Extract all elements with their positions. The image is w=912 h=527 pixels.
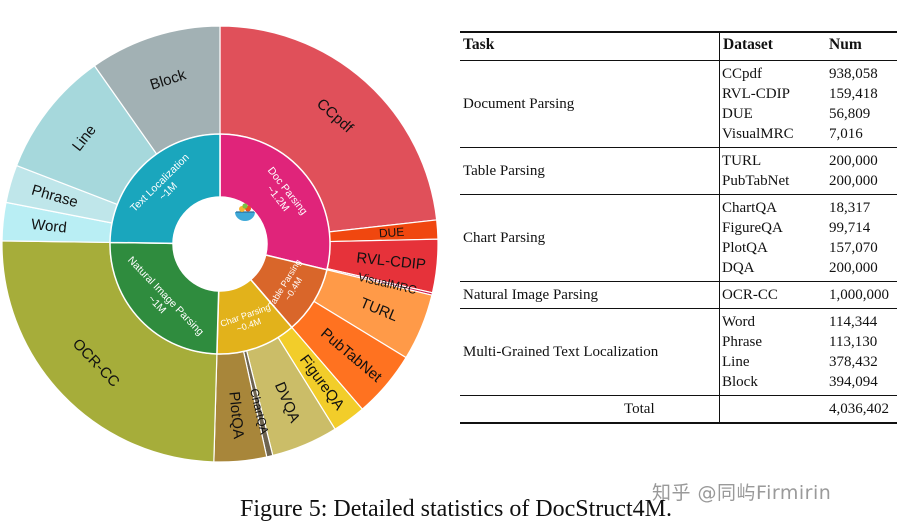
column-divider	[719, 33, 720, 60]
dataset-name: PubTabNet	[722, 173, 790, 189]
outer-ring	[1, 25, 439, 463]
dataset-num: 99,714	[829, 220, 871, 236]
dataset-name: RVL-CDIP	[722, 86, 790, 102]
dataset-name: TURL	[722, 153, 762, 169]
table-rule	[460, 395, 897, 396]
dataset-num: 378,432	[829, 354, 878, 370]
dataset-num: 113,130	[829, 334, 878, 350]
column-divider	[719, 195, 720, 281]
slice-label-word: Word	[30, 216, 67, 237]
slice-label-due: DUE	[379, 225, 405, 241]
dataset-num: 200,000	[829, 260, 878, 276]
table-rule	[460, 194, 897, 195]
dataset-name: VisualMRC	[722, 126, 794, 142]
dataset-name: PlotQA	[722, 240, 768, 256]
header-task: Task	[463, 36, 495, 53]
column-divider	[719, 61, 720, 147]
header-num: Num	[829, 36, 862, 53]
slice-label-plotqa: PlotQA	[225, 391, 246, 440]
table-rule	[460, 31, 897, 33]
table-rule	[460, 422, 897, 424]
center-hole	[173, 197, 267, 291]
dataset-num: 200,000	[829, 173, 878, 189]
dataset-name: OCR-CC	[722, 287, 778, 303]
dataset-name: Block	[722, 374, 758, 390]
dataset-num: 114,344	[829, 314, 878, 330]
dataset-name: ChartQA	[722, 200, 777, 216]
dataset-name: CCpdf	[722, 66, 763, 82]
figure-caption: Figure 5: Detailed statistics of DocStru…	[240, 496, 672, 522]
watermark: 知乎 @同屿Firmirin	[652, 482, 832, 504]
task-name: Chart Parsing	[463, 230, 546, 246]
column-divider	[719, 282, 720, 308]
column-divider	[719, 309, 720, 395]
total-num: 4,036,402	[829, 401, 889, 417]
dataset-name: Word	[722, 314, 755, 330]
dataset-num: 200,000	[829, 153, 878, 169]
dataset-name: DUE	[722, 106, 753, 122]
dataset-num: 394,094	[829, 374, 878, 390]
dataset-num: 157,070	[829, 240, 878, 256]
total-label: Total	[624, 401, 655, 417]
task-name: Table Parsing	[463, 163, 545, 179]
dataset-name: Line	[722, 354, 750, 370]
table-rule	[460, 281, 897, 282]
task-name: Multi-Grained Text Localization	[463, 344, 659, 360]
bowl-icon	[235, 203, 255, 221]
dataset-name: Phrase	[722, 334, 762, 350]
dataset-num: 56,809	[829, 106, 871, 122]
dataset-name: DQA	[722, 260, 755, 276]
dataset-num: 18,317	[829, 200, 871, 216]
header-dataset: Dataset	[723, 36, 773, 53]
table-rule	[460, 147, 897, 148]
dataset-num: 7,016	[829, 126, 863, 142]
task-name: Document Parsing	[463, 96, 575, 112]
dataset-num: 159,418	[829, 86, 878, 102]
sunburst-chart: CCpdfDUERVL-CDIPVisualMRCTURLPubTabNetFi…	[1, 25, 439, 463]
table-rule	[460, 60, 897, 61]
task-name: Natural Image Parsing	[463, 287, 598, 303]
dataset-name: FigureQA	[722, 220, 783, 236]
table-rule	[460, 308, 897, 309]
dataset-num: 1,000,000	[829, 287, 889, 303]
column-divider	[719, 396, 720, 422]
column-divider	[719, 148, 720, 194]
dataset-num: 938,058	[829, 66, 878, 82]
